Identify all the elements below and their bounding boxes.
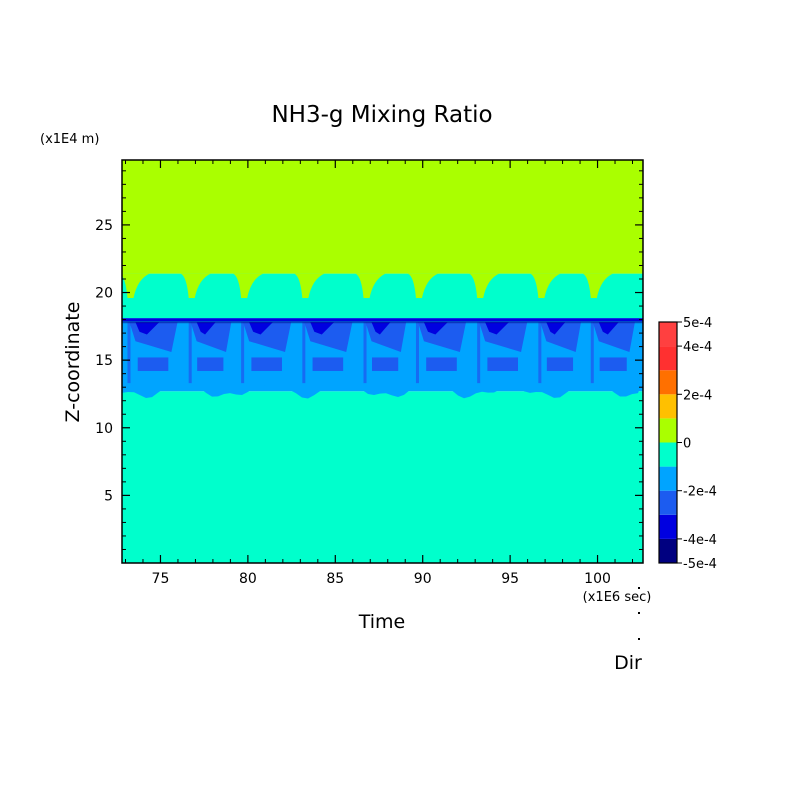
- colorbar: 5e-4 4e-4 2e-4 0 -2e-4 -4e-4 -5e-4: [658, 316, 717, 572]
- contour-region: [137, 357, 169, 371]
- contour-region: [371, 322, 391, 335]
- y-tick-label: 15: [95, 353, 113, 369]
- contour-region: [122, 273, 150, 298]
- x-axis-label: Time: [358, 611, 406, 633]
- plot-frame: [121, 159, 644, 564]
- chart-title: NH3-g Mixing Ratio: [271, 102, 492, 128]
- x-tick-label: 95: [501, 571, 519, 587]
- contour-region: [188, 322, 192, 384]
- direction-label: Dir: [614, 652, 642, 674]
- contour-region: [546, 322, 566, 335]
- x-tick-label: 80: [239, 571, 257, 587]
- direction-marker: [638, 587, 640, 640]
- y-tick-label: 20: [95, 286, 113, 302]
- colorbar-swatch: [659, 442, 677, 467]
- contour-region: [251, 357, 282, 371]
- contour-region: [180, 273, 211, 298]
- contour-region: [196, 322, 216, 335]
- contour-region: [546, 357, 574, 371]
- contour-region: [294, 273, 325, 298]
- colorbar-swatch: [659, 370, 677, 395]
- colorbar-swatch: [659, 322, 677, 347]
- x-tick-label: 75: [152, 571, 170, 587]
- colorbar-tick-label: -4e-4: [683, 533, 717, 548]
- y-unit-label: (x1E4 m): [40, 132, 99, 147]
- contour-region: [538, 322, 542, 384]
- colorbar-tick-label: 5e-4: [683, 316, 712, 331]
- x-unit-label: (x1E6 sec): [583, 590, 652, 605]
- contour-region: [363, 322, 367, 384]
- direction-dot: [638, 612, 640, 614]
- contour-band: [122, 160, 643, 274]
- colorbar-tick-label: -2e-4: [683, 485, 717, 500]
- contour-region: [407, 273, 438, 298]
- y-axis-label: Z-coordinate: [62, 302, 84, 423]
- contour-region: [423, 322, 448, 335]
- contour-region: [415, 322, 419, 384]
- contour-plot-area: [122, 160, 643, 563]
- colorbar-tick-label: 2e-4: [683, 388, 712, 403]
- colorbar-swatch: [659, 490, 677, 515]
- contour-region: [302, 322, 306, 384]
- contour-region: [122, 379, 643, 399]
- x-tick-label: 85: [326, 571, 344, 587]
- colorbar-swatch: [659, 418, 677, 443]
- contour-region: [590, 322, 594, 384]
- contour-region: [372, 357, 399, 371]
- contour-region: [530, 273, 561, 298]
- colorbar-swatch: [659, 538, 677, 563]
- x-tick-label: 90: [414, 571, 432, 587]
- contour-region: [122, 318, 643, 322]
- contour-region: [487, 357, 518, 371]
- y-tick-label: 10: [95, 421, 113, 437]
- contour-region: [135, 322, 160, 335]
- contour-region: [249, 322, 273, 335]
- contour-region: [241, 322, 245, 384]
- contour-region: [310, 322, 334, 335]
- contour-region: [599, 357, 627, 371]
- contour-region: [485, 322, 509, 335]
- contour-band: [122, 273, 643, 319]
- colorbar-swatch: [659, 346, 677, 371]
- contour-region: [127, 322, 131, 384]
- contour-region: [426, 357, 457, 371]
- x-tick-label: 100: [584, 571, 611, 587]
- direction-dot: [638, 587, 640, 589]
- contour-region: [233, 273, 264, 298]
- colorbar-tick-label: -5e-4: [683, 557, 717, 572]
- colorbar-tick-label: 0: [683, 437, 691, 452]
- colorbar-swatch: [659, 466, 677, 491]
- contour-region: [477, 322, 481, 384]
- y-axis: 5 10 15 20 25: [95, 170, 643, 550]
- contour-region: [355, 273, 386, 298]
- contour-region: [197, 357, 224, 371]
- contour-region: [469, 273, 500, 298]
- contour-region: [312, 357, 344, 371]
- contour-region: [122, 321, 643, 324]
- direction-dot: [638, 638, 640, 640]
- x-axis: 75 80 85 90 95 100: [124, 160, 634, 587]
- colorbar-swatch: [659, 394, 677, 419]
- contour-region: [598, 322, 619, 335]
- contour-band: [122, 391, 643, 563]
- y-tick-label: 5: [104, 488, 113, 504]
- colorbar-swatch: [659, 514, 677, 539]
- y-tick-label: 25: [95, 218, 113, 234]
- colorbar-tick-label: 4e-4: [683, 340, 712, 355]
- contour-region: [582, 273, 613, 298]
